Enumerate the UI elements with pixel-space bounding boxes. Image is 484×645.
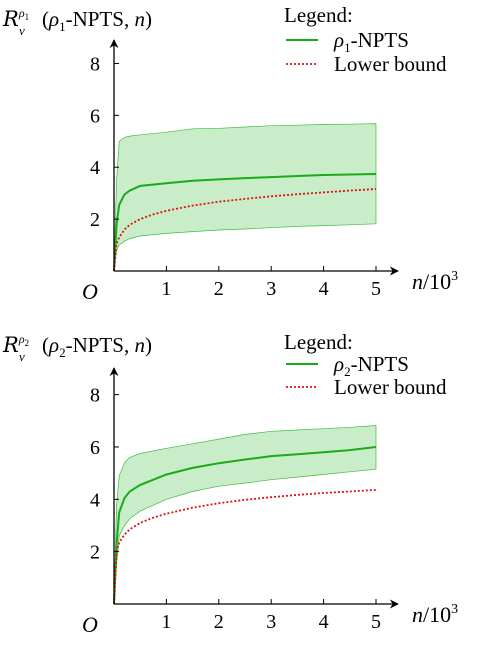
x-tick-label: 2 — [214, 611, 224, 633]
origin-label: O — [82, 612, 98, 637]
x-tick-label: 1 — [161, 278, 171, 300]
legend-title: Legend: — [284, 330, 353, 354]
legend-label-1: ρ1-NPTS — [333, 28, 409, 55]
legend-title: Legend: — [284, 3, 353, 27]
y-tick-label: 8 — [90, 53, 100, 75]
x-tick-label: 4 — [319, 278, 329, 300]
y-tick-label: 6 — [90, 437, 100, 459]
series-band — [113, 123, 377, 272]
y-tick-label: 8 — [90, 385, 100, 407]
y-tick-label: 2 — [90, 542, 100, 564]
y-tick-label: 6 — [90, 105, 100, 127]
legend-label-2: Lower bound — [334, 52, 447, 76]
y-tick-label: 2 — [90, 209, 100, 231]
x-tick-label: 2 — [214, 278, 224, 300]
legend-label-1: ρ2-NPTS — [333, 352, 409, 379]
y-tick-label: 4 — [90, 157, 100, 179]
x-tick-label: 4 — [319, 611, 329, 633]
x-tick-label: 5 — [371, 278, 381, 300]
series-line-1 — [113, 173, 377, 272]
origin-label: O — [82, 279, 98, 304]
y-tick-label: 4 — [90, 489, 100, 511]
series-line-1 — [113, 446, 377, 605]
legend-label-2: Lower bound — [334, 375, 447, 399]
series-band — [113, 425, 377, 605]
x-tick-label: 3 — [266, 278, 276, 300]
series-line-2 — [113, 489, 377, 605]
x-tick-label: 5 — [371, 611, 381, 633]
x-axis-label: n/103 — [412, 602, 458, 627]
x-tick-label: 3 — [266, 611, 276, 633]
x-tick-label: 1 — [161, 611, 171, 633]
y-axis-title: Rρ1 ν (ρ1-NPTS, n) — [2, 6, 152, 38]
chart-panel-2: 1 2 3 4 5 2 4 6 8 O n/103 Rρ2 ν (ρ2-NPTS, n) Legend:ρ2… — [2, 330, 458, 637]
x-axis-label: n/103 — [412, 269, 458, 294]
chart-panel-1: 1 2 3 4 5 2 4 6 8 O n/103 Rρ1 ν (ρ1-NPTS, n) Legend:ρ1… — [2, 3, 458, 304]
y-axis-title: Rρ2 ν (ρ2-NPTS, n) — [2, 332, 152, 364]
